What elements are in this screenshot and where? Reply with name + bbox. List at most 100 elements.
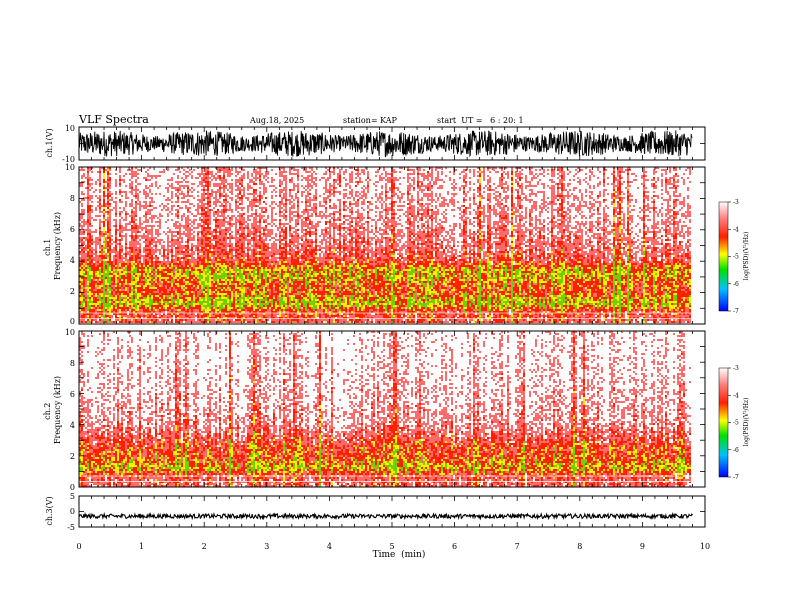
ch1-spec-cell [103,175,105,177]
ch1-spec-cell [91,187,93,189]
ch1-spec-cell [643,255,645,257]
ch1-spec-cell [463,231,467,233]
ch1-spec-cell [87,187,89,189]
ch1-spec-cell [319,195,321,197]
ch1-spec-cell [379,213,381,215]
ch1-spec-cell [603,201,605,203]
ch1-spec-cell [501,175,503,177]
ch1-spec-cell [79,223,81,225]
ch1-spec-cell [397,195,399,197]
ch1-spec-cell [529,221,531,223]
ch1-spec-cell [155,229,159,231]
ch1-spec-cell [311,225,319,227]
ch1-spec-cell [119,251,121,253]
ch1-spec-cell [259,169,261,171]
ch1-spec-cell [603,225,605,227]
ch1-spec-cell [469,203,471,205]
ch1-spec-cell [569,219,571,221]
ch1-spec-cell [237,193,239,195]
ch1-spec-cell [391,243,393,245]
ch1-spec-cell [215,221,217,223]
ch1-spec-cell [213,185,221,187]
ch1-spec-cell [167,219,169,221]
ch1-spec-cell [449,179,451,181]
ch1-spec-cell [151,193,153,195]
ch1-spec-cell [623,181,625,183]
ch1-spec-cell [525,187,527,189]
ch1-spec-cell [399,255,401,257]
ch1-spec-cell [661,241,663,243]
ch1-spec-cell [131,239,133,241]
ch1-spec-cell [175,169,179,171]
ch1-spec-cell [419,237,421,239]
ch1-spec-cell [511,253,513,255]
ch1-spec-cell [391,225,393,227]
ch1-spec-cell [603,233,605,235]
ch1-spec-cell [99,173,101,175]
ch1-spec-cell [247,217,249,219]
ch1-spec-cell [343,241,345,243]
ch1-spec-cell [395,201,397,203]
ch1-spec-cell [483,215,491,217]
ch1-spec-cell [651,249,653,251]
ch1-spec-cell [577,249,581,251]
ch1-spec-cell [511,207,517,209]
ch1-spec-cell [135,167,137,169]
ch1-spec-cell [87,197,89,199]
ch1-spec-cell [187,243,189,245]
ch1-spec-cell [343,229,345,231]
ch1-spec-cell [681,225,687,227]
ch1-spec-cell [197,257,201,259]
ch1-spec-cell [501,241,503,243]
ch1-spec-cell [363,247,369,249]
ch1-spec-cell [603,193,605,195]
ch1-spec-cell [381,249,383,251]
ch1-spec-cell [639,231,641,233]
ch1-spec-cell [215,255,217,257]
ch1-spec-cell [497,201,501,203]
ch1-spec-cell [639,217,643,219]
ch1-spec-cell [311,207,315,209]
ch1-spec-cell [215,179,217,181]
ch1-spec-cell [329,255,341,257]
ch1-spec-cell [687,187,689,189]
ch1-spec-cell [205,257,207,259]
ch1-spec-cell [235,183,237,185]
ch1-spec-cell [379,201,381,203]
ch1-spec-cell [139,209,141,211]
ch1-spec-cell [513,235,515,237]
ch1-spec-cell [227,237,229,239]
ch1-spec-cell [669,227,671,229]
ch1-spec-cell [603,179,605,181]
ch1-spec-cell [483,239,485,241]
ch1-spec-cell [511,181,513,183]
ch1-spec-cell [285,211,287,213]
ch1-spec-cell [421,243,425,245]
ch1-spec-cell [503,189,505,191]
ch1-spec-cell [189,169,191,171]
ch1-spec-cell [219,241,227,243]
ch1-spec-cell [589,229,591,231]
ch1-spec-cell [537,231,539,233]
ch1-spec-cell [581,197,583,199]
ch1-spec-cell [479,193,481,195]
ch1-spec-cell [461,215,465,217]
ch1-spec-cell [461,241,463,243]
ch1-spec-cell [353,237,359,239]
ch1-spec-cell [155,243,157,245]
ch1-spec-cell [125,249,127,251]
ch1-spec-cell [303,245,307,247]
ch1-spec-cell [87,189,91,191]
ch1-spec-cell [571,193,573,195]
ch1-spec-cell [511,227,513,229]
ch1-spec-cell [463,253,467,255]
ch1-spec-cell [247,187,253,189]
ch1-spec-cell [323,253,327,255]
ch1-spec-cell [621,237,631,239]
ch1-spec-cell [207,201,211,203]
ch1-spec-cell [161,245,165,247]
ch1-spec-cell [279,255,281,257]
ch1-spec-cell [87,169,91,171]
ch1-spec-cell [641,251,643,253]
ch1-spec-cell [215,231,217,233]
